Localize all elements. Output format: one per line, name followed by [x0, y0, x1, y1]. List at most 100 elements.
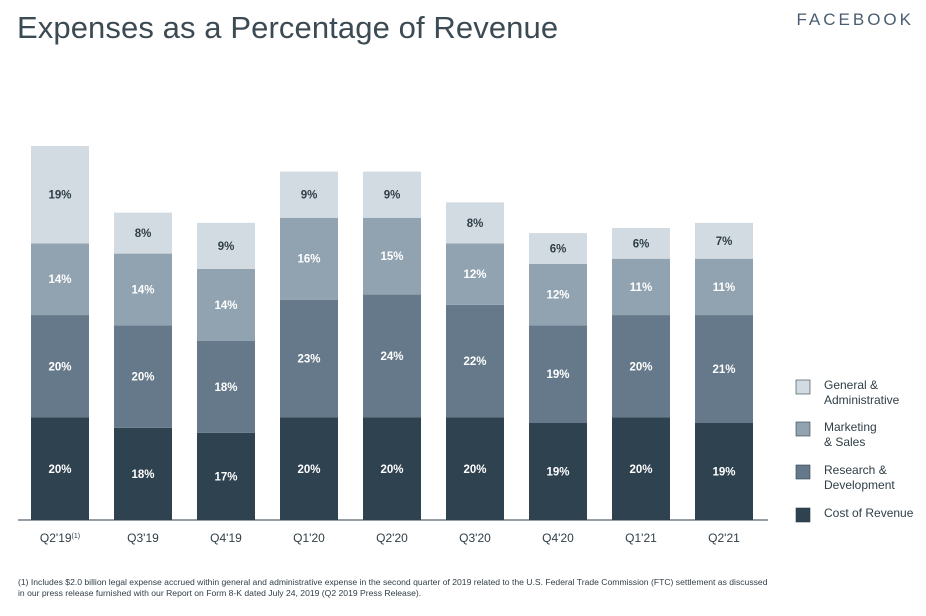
legend-label: Cost of Revenue	[824, 506, 914, 520]
data-label: 19%	[48, 190, 71, 202]
bar-segment	[612, 315, 670, 418]
bar-segment	[446, 243, 504, 305]
x-tick-label: Q2'21	[708, 531, 740, 545]
x-axis-labels: Q2'19(1) Q3'19 Q4'19 Q1'20 Q2'20 Q3'20 Q4'20 Q1…	[40, 531, 740, 545]
bar-segment	[446, 304, 504, 418]
bar-segment	[280, 171, 338, 218]
bars-group: 20% 20% 14% 19% 18% 20% 14% 8% 17% 18% 14% 9% 20% 23%…	[31, 146, 753, 520]
data-label: 20%	[297, 464, 320, 476]
data-label: 23%	[297, 354, 320, 366]
data-label: 18%	[214, 382, 237, 394]
bar-segment	[446, 417, 504, 520]
data-label: 14%	[131, 284, 154, 296]
bar-segment	[114, 212, 172, 254]
data-label: 24%	[380, 351, 403, 363]
bar-segment	[197, 432, 255, 520]
data-label: 14%	[48, 274, 71, 286]
data-label: 19%	[546, 466, 569, 478]
legend-swatch	[795, 421, 811, 437]
legend-label: Development	[824, 478, 895, 492]
footnote-marker: (1)	[72, 533, 81, 540]
bar-segment	[363, 417, 421, 520]
x-tick-label: Q4'19	[210, 531, 242, 545]
data-label: 6%	[550, 243, 567, 255]
data-label: 19%	[712, 466, 735, 478]
bar-segment	[114, 427, 172, 520]
bar-segment	[695, 422, 753, 520]
data-label: 9%	[384, 190, 401, 202]
bar-segment	[695, 222, 753, 259]
bar-segment	[363, 171, 421, 218]
bar-segment	[612, 258, 670, 316]
data-label: 9%	[218, 241, 235, 253]
data-label: 11%	[630, 282, 652, 294]
legend-label: Marketing	[824, 420, 877, 434]
bar-segment	[280, 417, 338, 520]
bar-segment	[446, 202, 504, 244]
bar-segment	[31, 417, 89, 520]
bar-segment	[363, 217, 421, 295]
data-label: 18%	[131, 469, 154, 481]
legend-swatch	[795, 507, 811, 523]
bar-segment	[197, 222, 255, 269]
data-label: 16%	[297, 254, 320, 266]
footnote: (1) Includes $2.0 billion legal expense …	[18, 577, 898, 599]
x-tick-label: Q2'19(1)	[40, 531, 80, 545]
data-label: 20%	[380, 464, 403, 476]
bar-segment	[280, 217, 338, 300]
bar-segment	[529, 325, 587, 423]
data-label: 21%	[712, 364, 735, 376]
data-label: 6%	[633, 238, 650, 250]
data-label: 20%	[48, 361, 71, 373]
bar-segment	[280, 299, 338, 418]
x-tick-label: Q2'20	[376, 531, 408, 545]
footnote-line-1: (1) Includes $2.0 billion legal expense …	[18, 577, 768, 587]
data-label: 8%	[467, 218, 484, 230]
x-tick-label: Q1'21	[625, 531, 657, 545]
legend: General &Administrative Marketing& Sales R…	[795, 378, 914, 523]
data-label: 11%	[713, 282, 735, 294]
bar-segment	[529, 263, 587, 326]
bar-segment	[529, 422, 587, 520]
bar-segment	[612, 227, 670, 259]
x-tick-label: Q4'20	[542, 531, 574, 545]
bar-segment	[114, 253, 172, 326]
bar-segment	[529, 233, 587, 264]
bar-segment	[363, 294, 421, 418]
bar-segment	[197, 268, 255, 341]
legend-swatch	[795, 379, 811, 395]
data-label: 20%	[629, 464, 652, 476]
data-label: 9%	[301, 190, 318, 202]
data-label: 14%	[214, 300, 237, 312]
legend-label: Administrative	[824, 393, 900, 407]
bar-segment	[31, 315, 89, 418]
data-label: 20%	[629, 361, 652, 373]
x-tick-label: Q3'20	[459, 531, 491, 545]
data-label: 20%	[48, 464, 71, 476]
legend-swatch	[795, 464, 811, 480]
data-label: 7%	[716, 236, 733, 248]
data-label: 19%	[546, 369, 569, 381]
bar-segment	[695, 315, 753, 423]
bar-segment	[31, 146, 89, 244]
data-label: 17%	[214, 471, 237, 483]
data-label: 8%	[135, 228, 152, 240]
legend-label: & Sales	[824, 435, 865, 449]
brand-logo: FACEBOOK	[796, 10, 914, 29]
data-label: 15%	[380, 251, 403, 263]
data-label: 20%	[463, 464, 486, 476]
data-label: 12%	[546, 290, 569, 302]
data-label: 20%	[131, 372, 154, 384]
data-label: 12%	[463, 269, 486, 281]
page-title: Expenses as a Percentage of Revenue	[17, 10, 559, 45]
x-tick-label: Q3'19	[127, 531, 159, 545]
data-label: 22%	[463, 356, 486, 368]
footnote-line-2: in our press release furnished with our …	[18, 588, 422, 598]
legend-label: Research &	[824, 463, 887, 477]
legend-label: General &	[824, 378, 878, 392]
bar-segment	[114, 325, 172, 428]
bar-segment	[612, 417, 670, 520]
bar-segment	[695, 258, 753, 316]
bar-segment	[197, 340, 255, 433]
